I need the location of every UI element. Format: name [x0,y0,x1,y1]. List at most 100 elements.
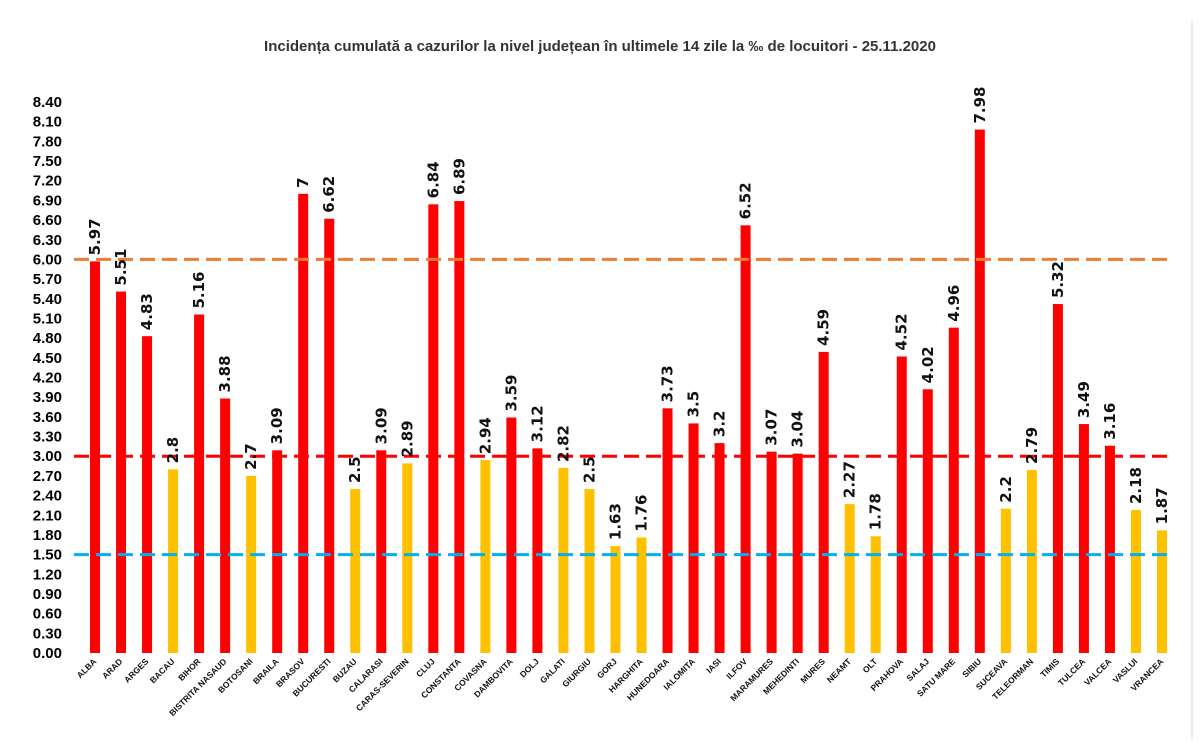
value-label: 7.98 [971,87,989,124]
bar-constanta [454,201,465,653]
bar-hunedoara [662,408,673,653]
y-tick-label: 2.40 [33,488,62,505]
bar-timis [1052,304,1063,653]
value-label: 5.51 [112,249,130,286]
x-tick-label: ILFOV [724,656,749,681]
value-label: 3.16 [1101,403,1119,440]
value-label: 4.96 [945,285,963,322]
value-label: 3.07 [763,409,781,446]
y-tick-label: 3.60 [33,409,62,426]
bar-salaj [922,389,933,653]
bar-teleorman [1026,469,1037,653]
y-tick-label: 5.10 [33,310,62,327]
bar-iasi [714,443,725,653]
value-label: 1.63 [606,503,624,540]
x-tick-label: ARAD [100,656,124,680]
y-tick-label: 2.10 [33,507,62,524]
x-tick-label: TULCEA [1056,656,1087,687]
y-tick-label: 4.50 [33,350,62,367]
bar-mehedinti [792,453,803,653]
y-tick-label: 5.70 [33,271,62,288]
x-tick-label: TIMIS [1038,656,1061,679]
y-tick-label: 1.20 [33,566,62,583]
y-tick-label: 0.00 [33,645,62,662]
value-label: 1.76 [633,495,651,532]
value-label: 5.97 [86,218,104,255]
y-tick-label: 6.60 [33,212,62,229]
y-tick-label: 3.00 [33,448,62,465]
bar-cluj [428,204,439,654]
x-tick-label: BACAU [148,656,177,685]
value-label: 6.62 [320,176,338,213]
bars [90,129,1167,654]
value-label: 2.5 [580,456,598,483]
bar-maramures [766,451,777,653]
bar-prahova [896,356,907,653]
value-label: 6.89 [450,158,468,195]
bar-tulcea [1078,424,1089,653]
y-tick-label: 6.90 [33,192,62,209]
y-tick-label: 8.40 [33,94,62,111]
bar-dolj [532,448,543,653]
value-label: 2.18 [1127,467,1145,504]
y-tick-label: 4.20 [33,370,62,387]
value-label: 3.12 [528,405,546,442]
bar-giurgiu [584,489,595,653]
x-tick-label: MURES [798,656,827,685]
bar-satu-mare [948,327,959,653]
value-label: 4.59 [815,309,833,346]
bar-braila [272,450,283,653]
y-tick-label: 7.20 [33,173,62,190]
bar-bistrita-nasaud [220,398,231,653]
value-label: 4.02 [919,346,937,383]
value-label: 3.49 [1075,381,1093,418]
y-tick-label: 5.40 [33,291,62,308]
value-label: 2.79 [1023,427,1041,464]
x-tick-label: IASI [704,656,723,675]
bar-covasna [480,460,491,653]
value-label: 4.52 [893,313,911,350]
value-label: 6.84 [424,161,442,198]
bar-harghita [636,537,647,653]
bar-olt [870,536,881,653]
bar-ialomita [688,423,699,653]
x-tick-label: ALBA [75,656,99,680]
bar-calarasi [376,450,387,653]
value-label: 2.2 [997,476,1015,503]
value-label: 5.32 [1049,261,1067,298]
bar-suceava [1000,508,1011,653]
value-label: 2.8 [164,437,182,464]
chart-title: Incidența cumulată a cazurilor la nivel … [264,38,936,55]
x-tick-label: CLUJ [414,656,437,679]
bar-vaslui [1130,510,1141,653]
y-tick-label: 4.80 [33,330,62,347]
value-label: 2.89 [398,420,416,457]
value-label: 3.09 [268,407,286,444]
value-label: 2.82 [554,425,572,462]
value-label: 6.52 [737,182,755,219]
y-tick-label: 2.70 [33,468,62,485]
value-label: 3.59 [502,374,520,411]
threshold-lines [74,257,1172,557]
value-label: 3.88 [216,355,234,392]
y-tick-label: 0.90 [33,586,62,603]
value-label: 4.83 [138,293,156,330]
y-tick-label: 3.90 [33,389,62,406]
y-tick-label: 1.80 [33,527,62,544]
y-tick-label: 0.30 [33,625,62,642]
y-tick-label: 0.60 [33,606,62,623]
y-axis-ticks: 0.00 0.30 0.60 0.90 1.20 1.50 1.80 2.10 2.40 2.70… [33,94,62,662]
x-tick-label: NEAMT [825,656,854,685]
bar-galati [558,468,569,653]
bar-arges [142,336,153,653]
bar-sibiu [974,129,985,654]
y-tick-label: 1.50 [33,547,62,564]
bar-bihor [194,314,205,653]
y-tick-label: 6.00 [33,251,62,268]
y-tick-label: 3.30 [33,429,62,446]
value-label: 1.87 [1153,487,1171,524]
value-label: 2.27 [841,461,859,498]
value-label: 1.78 [867,493,885,530]
